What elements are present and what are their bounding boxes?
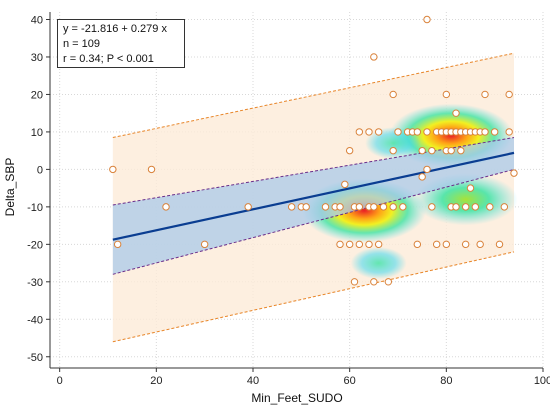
data-point — [476, 240, 484, 249]
data-point — [495, 240, 504, 249]
confidence-band-area — [112, 137, 514, 275]
y-tick-label: -10 — [27, 202, 43, 214]
density-cluster — [350, 247, 407, 280]
data-point — [423, 15, 431, 24]
y-tick-label: 10 — [31, 127, 43, 139]
data-point — [355, 128, 364, 136]
data-point — [365, 128, 373, 136]
data-point — [418, 173, 426, 181]
data-point — [442, 240, 451, 249]
data-point — [244, 203, 252, 211]
data-point — [394, 128, 402, 136]
data-point — [428, 146, 436, 155]
x-tick-label: 80 — [440, 375, 452, 387]
y-tick-label: 40 — [31, 14, 43, 26]
confidence-band-upper — [112, 137, 515, 206]
data-point — [287, 203, 296, 211]
x-tick-label: 60 — [344, 375, 356, 387]
data-points — [109, 15, 518, 286]
data-point — [345, 146, 354, 155]
data-point — [370, 278, 378, 286]
data-point — [505, 128, 513, 136]
y-tick-label: -40 — [27, 314, 43, 326]
sample-size: n = 109 — [63, 38, 101, 50]
data-point — [471, 203, 480, 211]
data-point — [500, 203, 509, 211]
regression-line — [112, 151, 515, 241]
y-tick-label: 0 — [37, 164, 43, 176]
data-point — [452, 203, 460, 211]
y-tick-label: 30 — [31, 52, 43, 64]
data-point — [447, 146, 455, 155]
regression-fit-line — [112, 151, 515, 241]
data-point — [481, 128, 489, 136]
data-point — [432, 240, 441, 249]
x-tick-label: 0 — [57, 375, 63, 387]
data-point — [355, 240, 364, 249]
data-point — [350, 278, 359, 286]
data-point — [481, 90, 489, 99]
data-point — [302, 203, 310, 211]
data-point — [466, 184, 475, 192]
data-point — [109, 165, 117, 174]
data-point — [341, 180, 349, 189]
confidence-band-lower — [112, 168, 515, 275]
data-point — [461, 203, 470, 211]
data-point — [428, 203, 436, 211]
data-point — [355, 203, 364, 211]
data-point — [389, 90, 397, 99]
data-point — [374, 128, 383, 136]
x-tick-label: 40 — [247, 375, 259, 387]
data-point — [389, 203, 397, 211]
data-point — [423, 165, 431, 174]
data-point — [452, 109, 460, 117]
data-point — [457, 146, 465, 155]
x-axis-label: Min_Feet_SUDO — [251, 391, 342, 405]
data-point — [490, 128, 499, 136]
x-tick-label: 20 — [150, 375, 162, 387]
y-axis-label: Delta_SBP — [3, 158, 17, 217]
data-point — [461, 240, 470, 249]
data-point — [384, 278, 393, 286]
data-point — [399, 203, 407, 211]
data-point — [442, 90, 451, 99]
y-tick-label: -50 — [27, 352, 43, 364]
data-point — [345, 240, 354, 249]
regression-stats-box: y = -21.816 + 0.279 x n = 109 r = 0.34; … — [57, 19, 185, 68]
data-point — [336, 203, 344, 211]
regression-equation: y = -21.816 + 0.279 x — [63, 23, 167, 35]
data-point — [379, 203, 388, 211]
data-point — [418, 146, 426, 155]
x-tick-label: 100 — [534, 375, 550, 387]
data-point — [336, 240, 344, 249]
data-point — [413, 128, 422, 136]
data-point — [113, 240, 122, 249]
data-point — [510, 169, 518, 177]
data-point — [147, 165, 156, 174]
axes — [49, 12, 543, 369]
prediction-band-lower — [112, 251, 515, 343]
confidence-band — [112, 137, 515, 275]
data-point — [505, 90, 513, 99]
data-point — [200, 240, 209, 249]
y-tick-label: -20 — [27, 239, 43, 251]
y-axis-ticks: -50 -40 -30 -20 -10 0 10 20 30 40 — [27, 14, 50, 364]
data-point — [321, 203, 330, 211]
data-point — [423, 128, 431, 136]
data-point — [389, 146, 397, 155]
y-tick-label: -30 — [27, 277, 43, 289]
data-point — [370, 203, 378, 211]
data-point — [374, 240, 383, 249]
correlation-stat: r = 0.34; P < 0.001 — [63, 53, 154, 65]
data-point — [413, 240, 422, 249]
data-point — [486, 203, 494, 211]
x-axis-ticks: 0 20 40 60 80 100 — [57, 368, 550, 387]
y-tick-label: 20 — [31, 89, 43, 101]
data-point — [370, 53, 378, 61]
prediction-band-upper — [112, 52, 515, 139]
data-point — [365, 240, 373, 249]
data-point — [162, 203, 170, 211]
